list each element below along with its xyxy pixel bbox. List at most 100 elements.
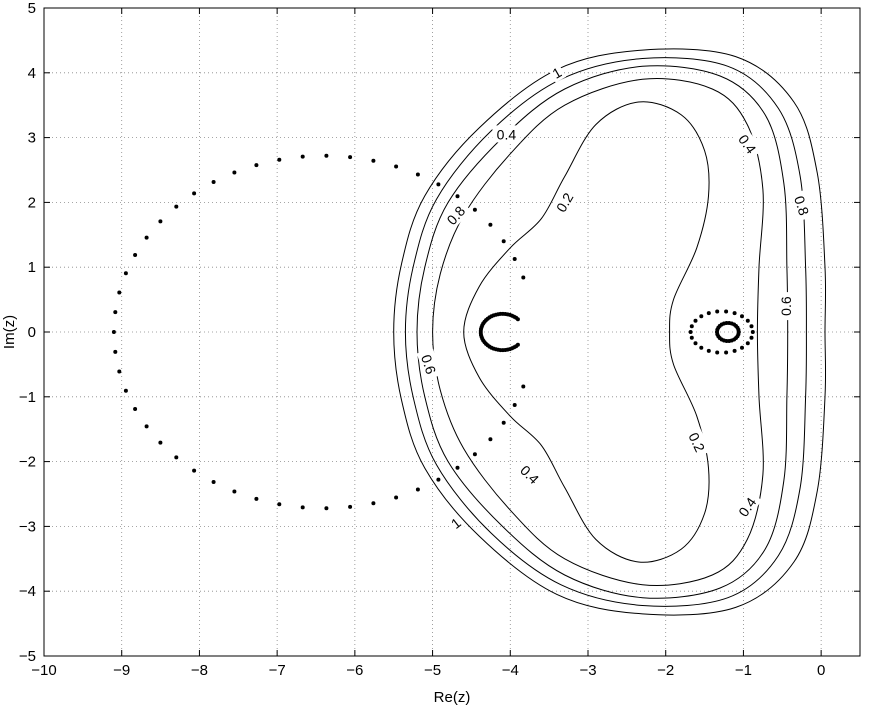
data-point: [724, 309, 729, 314]
data-point: [488, 437, 493, 442]
contour-line-0-6: [416, 65, 789, 599]
contour-label-bg: [683, 425, 711, 459]
data-point: [211, 480, 216, 484]
contour-label-bg: [789, 189, 815, 222]
contour-label: 0.4: [497, 126, 517, 142]
data-point: [455, 194, 460, 199]
x-axis-label: Re(z): [434, 689, 471, 706]
data-point: [123, 388, 128, 393]
data-point: [699, 314, 704, 319]
data-point: [371, 158, 376, 163]
data-point: [693, 318, 698, 323]
data-point: [192, 468, 197, 473]
contour-label-bg: [549, 185, 579, 219]
data-point: [715, 309, 720, 314]
x-tick-label: −4: [502, 662, 519, 679]
contour-label-group: 0.8: [789, 189, 815, 222]
contour-label: 0.8: [791, 194, 812, 218]
data-point: [277, 502, 282, 507]
contour-label-group: 0.6: [777, 292, 795, 321]
data-point: [133, 253, 138, 257]
data-point: [348, 504, 353, 509]
data-point: [689, 335, 694, 340]
x-tick-label: −3: [579, 662, 596, 679]
contour-label-group: 0.2: [683, 425, 711, 459]
data-point: [394, 164, 399, 169]
data-point: [192, 191, 197, 196]
y-tick-label: 5: [28, 0, 36, 17]
x-tick-label: −6: [346, 662, 363, 679]
data-point: [740, 314, 744, 319]
contour-label-bg: [416, 348, 442, 381]
y-tick-label: −5: [19, 648, 36, 665]
data-point: [117, 369, 122, 374]
contour-label-group: 0.6: [416, 348, 442, 381]
contour-label: 0.6: [778, 296, 794, 316]
scatter-points: [111, 153, 755, 511]
contour-line-1: [393, 48, 827, 616]
y-tick-label: 0: [28, 324, 36, 341]
y-tick-label: 3: [28, 130, 36, 147]
data-point: [436, 182, 441, 187]
data-point: [300, 505, 305, 510]
x-tick-label: −5: [424, 662, 441, 679]
contour-label-bg: [732, 127, 763, 161]
data-point: [455, 465, 460, 470]
contour-label-bg: [777, 292, 795, 321]
data-point: [472, 452, 477, 457]
data-point: [732, 348, 737, 353]
contour-labels: 110.8 0.80.60.60.4 0.40.40.40.20.2: [416, 62, 815, 534]
x-tick-label: −7: [269, 662, 286, 679]
data-point: [699, 345, 704, 350]
contour-lines: [393, 48, 827, 616]
y-tick-label: −3: [19, 518, 36, 535]
contour-label-bg: [445, 512, 466, 534]
data-point: [348, 155, 353, 160]
y-tick-label: 2: [28, 194, 36, 211]
y-tick-label: 1: [28, 259, 36, 276]
data-point: [515, 342, 520, 347]
data-point: [706, 348, 711, 353]
data-point: [144, 235, 149, 240]
data-point: [706, 311, 711, 316]
data-point: [693, 341, 698, 346]
contour-label-bg: [514, 458, 546, 491]
data-point: [436, 477, 441, 482]
contour-line-0-4: [432, 78, 764, 586]
data-point: [394, 495, 399, 500]
data-point: [724, 350, 729, 355]
data-point: [732, 311, 737, 316]
data-point: [232, 489, 237, 494]
data-point: [113, 349, 118, 354]
data-point: [158, 440, 163, 445]
data-point: [740, 345, 744, 350]
data-point: [688, 330, 693, 334]
data-point: [689, 324, 694, 329]
data-point: [277, 157, 282, 162]
data-point: [715, 350, 720, 355]
data-point: [254, 496, 259, 501]
data-point: [488, 222, 493, 227]
data-point: [501, 420, 506, 425]
y-tick-label: 4: [28, 65, 36, 82]
data-point: [415, 172, 420, 177]
data-point: [324, 153, 329, 158]
contour-label: 0.2: [685, 430, 708, 455]
data-point: [512, 257, 517, 261]
x-tick-label: −8: [191, 662, 208, 679]
data-point: [745, 318, 750, 323]
contour-label-bg: [439, 198, 472, 232]
grid-lines: [44, 8, 860, 656]
y-axis-label: Im(z): [1, 315, 18, 349]
data-point: [749, 324, 754, 329]
contour-label-bg: [492, 125, 521, 143]
data-point: [736, 332, 741, 337]
data-point: [750, 330, 755, 334]
x-tick-label: −2: [657, 662, 674, 679]
data-point: [371, 501, 376, 506]
data-point: [113, 310, 118, 315]
x-tick-label: −9: [113, 662, 130, 679]
contour-label-group: 1: [445, 512, 466, 534]
data-point: [324, 506, 329, 511]
